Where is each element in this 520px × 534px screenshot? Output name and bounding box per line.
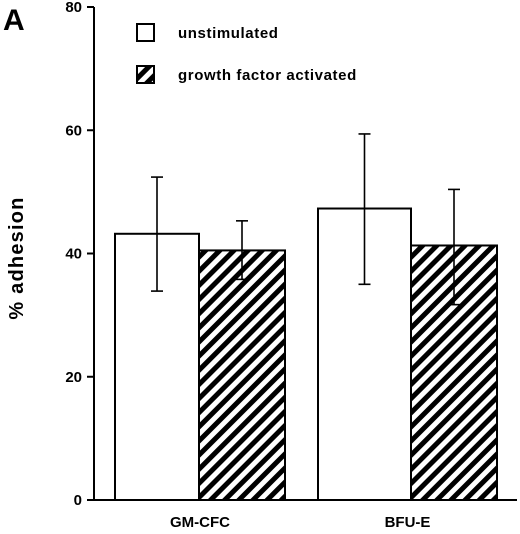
legend-swatch-growth-factor-activated <box>136 65 155 84</box>
bars <box>114 207 498 501</box>
legend-label-unstimulated: unstimulated <box>178 25 279 42</box>
x-tick-label: GM-CFC <box>170 514 230 531</box>
y-tick-label: 20 <box>65 369 82 386</box>
y-tick-label: 0 <box>74 492 82 509</box>
x-tick-labels: GM-CFC BFU-E <box>170 514 430 531</box>
y-ticks: 0 20 40 60 80 <box>65 0 94 509</box>
bar-growth-factor-activated-gm-cfc <box>198 249 286 501</box>
x-tick-label: BFU-E <box>385 514 431 531</box>
y-tick-label: 80 <box>65 0 82 16</box>
y-tick-label: 60 <box>65 122 82 139</box>
legend-label-growth-factor-activated: growth factor activated <box>178 67 357 84</box>
y-axis-label: % adhesion <box>6 196 28 319</box>
legend: unstimulated growth factor activated <box>136 23 357 84</box>
panel-label: A <box>3 4 25 37</box>
error-bars <box>151 133 460 306</box>
y-tick-label: 40 <box>65 246 82 263</box>
legend-swatch-unstimulated <box>136 23 155 42</box>
